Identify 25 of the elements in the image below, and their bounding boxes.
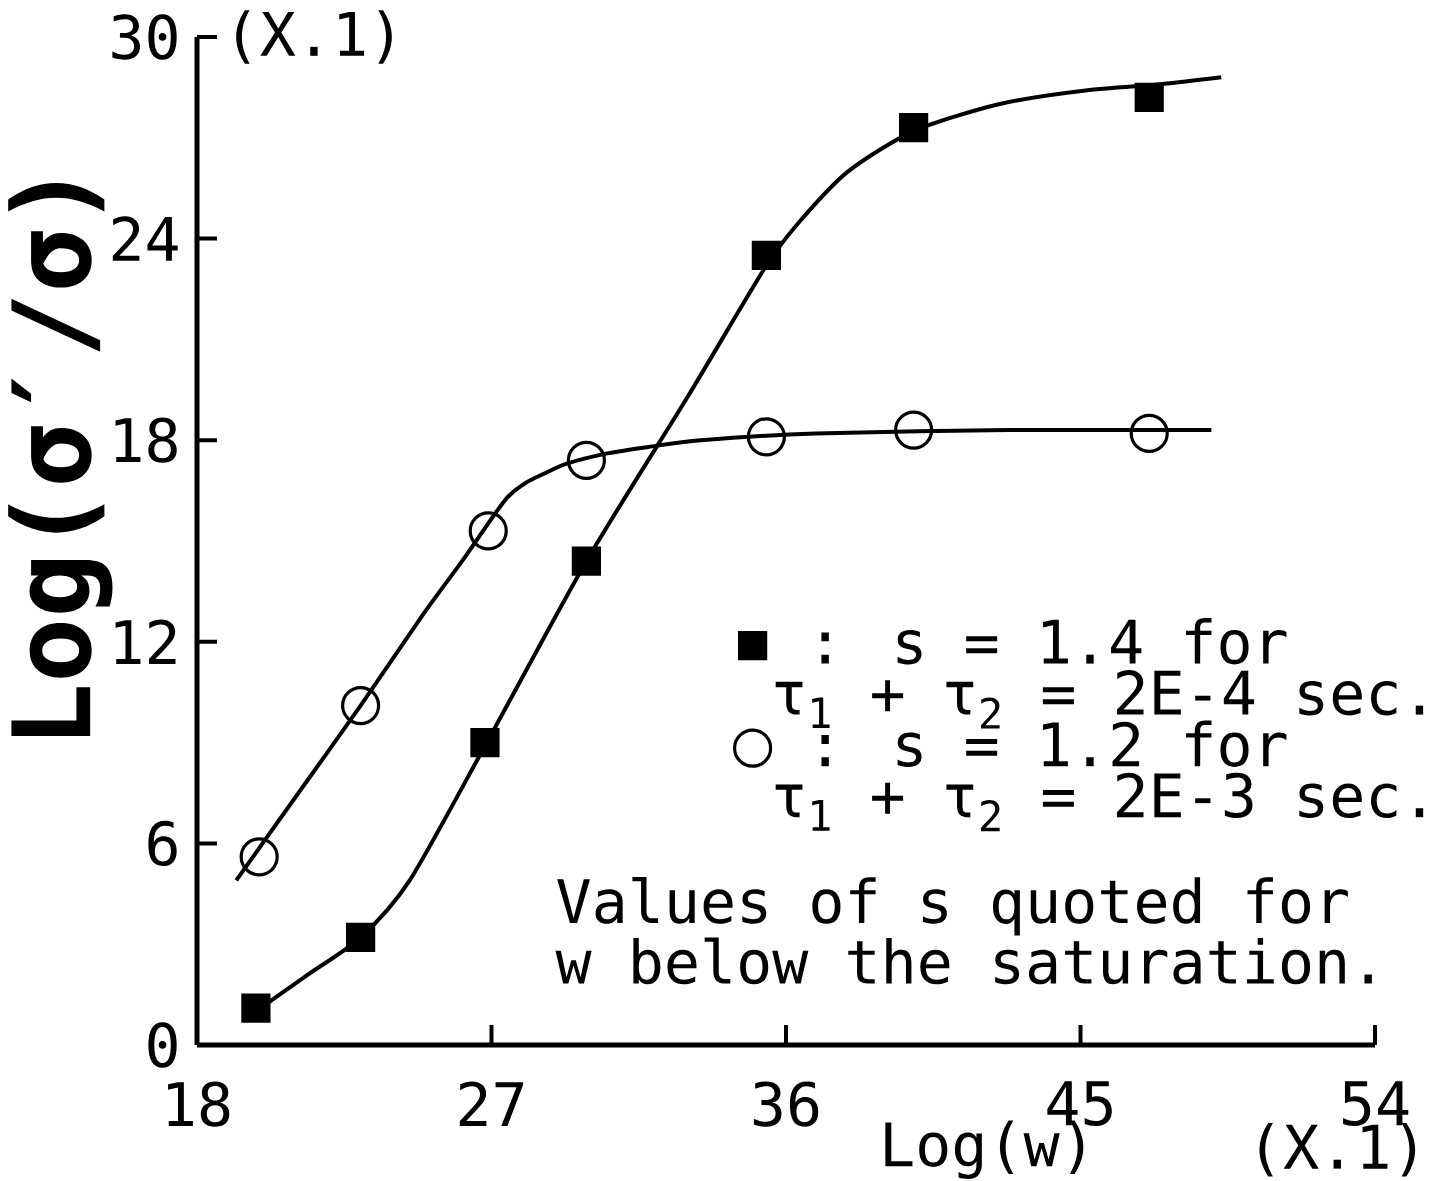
point [899,113,929,143]
point [746,417,786,457]
x-tick-label: 27 [459,1081,524,1126]
annotation: Values of s quoted for w below the saturation. [555,877,1372,985]
point [241,993,271,1023]
point [751,240,781,270]
y-tick-label: 18 [115,417,177,463]
point [1134,82,1164,113]
point [468,511,508,551]
point [239,837,279,877]
x-tick-label: 36 [753,1081,819,1127]
point [894,410,934,450]
y-tick-label: 24 [112,216,178,261]
y-tick-label: 30 [112,14,177,60]
point [571,546,601,576]
point [1129,413,1169,454]
y-tick-label: 0 [148,1022,177,1068]
y-tick-label: 12 [115,619,176,665]
annotation: (X.1) [236,10,392,64]
point [470,727,500,758]
point [341,686,381,726]
point [346,922,376,953]
y-tick-label: 6 [148,820,177,867]
y-axis-title: Log(σ′/σ) [8,182,113,737]
point [566,440,606,480]
